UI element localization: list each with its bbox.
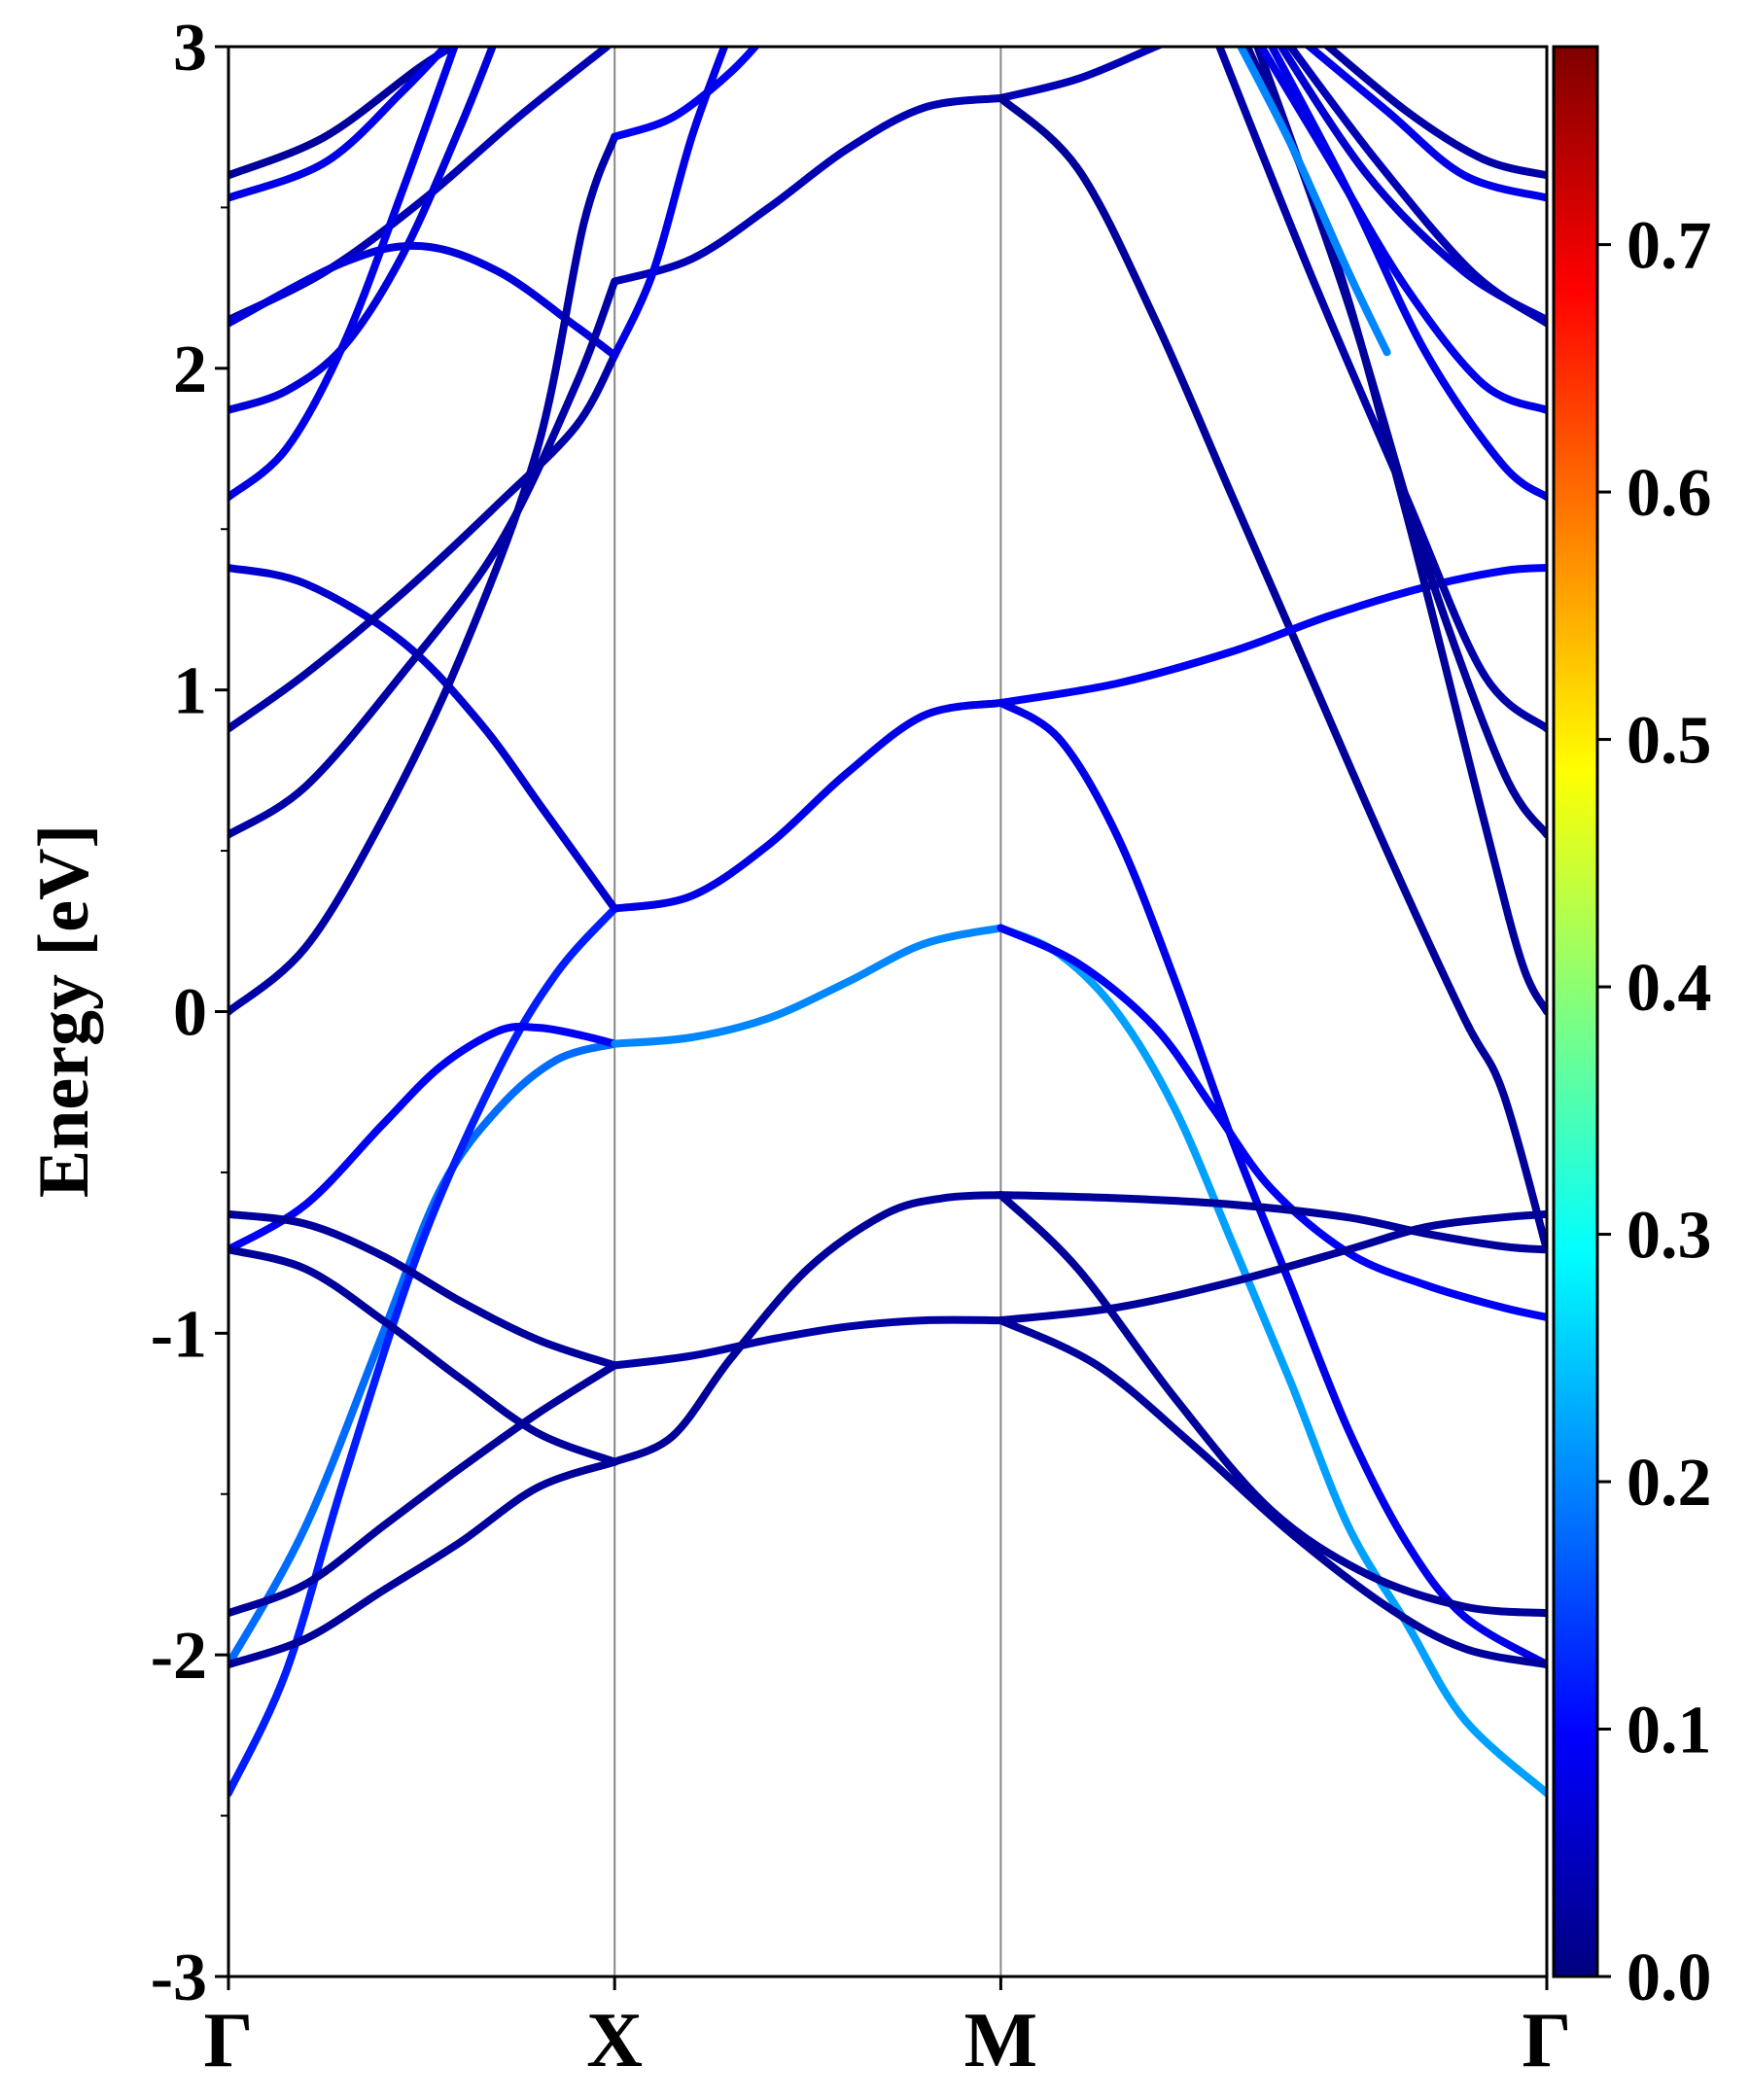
y-tick-label: 1: [173, 654, 207, 729]
y-tick-label: 2: [173, 332, 207, 407]
band-line: [997, 924, 1547, 1798]
band-line: [1236, 47, 1391, 357]
band-line: [228, 1457, 619, 1669]
band-line: [228, 1209, 619, 1370]
band-line: [228, 351, 619, 733]
band-line: [228, 132, 619, 1016]
y-tick-label: 3: [173, 11, 207, 86]
band-line: [997, 924, 1547, 1321]
band-line: [228, 1361, 619, 1618]
band-line: [228, 1245, 619, 1466]
kpoint-label: Γ: [1522, 1998, 1572, 2083]
kpoint-label: Γ: [204, 1998, 254, 2083]
band-line: [997, 93, 1547, 1254]
band-line: [1256, 47, 1547, 414]
band-line: [228, 1022, 619, 1254]
band-line: [228, 904, 619, 1798]
band-line: [1322, 47, 1547, 180]
band-line: [611, 93, 1005, 286]
colorbar-tick-label: 0.7: [1627, 209, 1712, 284]
band-line: [611, 1315, 1005, 1370]
kpoint-label: X: [586, 1998, 643, 2083]
band-line: [611, 698, 1005, 913]
band-line: [228, 47, 451, 202]
colorbar-ticks: 0.0 0.1 0.2 0.3 0.4 0.5 0.6 0.7: [1597, 209, 1712, 2015]
colorbar-tick-label: 0.4: [1627, 951, 1712, 1026]
band-line: [997, 47, 1166, 102]
colorbar: 0.0 0.1 0.2 0.3 0.4 0.5 0.6 0.7: [1552, 45, 1712, 2015]
band-line: [997, 1191, 1547, 1254]
plot-frame: [227, 45, 1549, 1978]
band-line: [228, 277, 619, 839]
colorbar-tick-label: 0.0: [1627, 1941, 1712, 2015]
band-lines: [228, 47, 1547, 1798]
band-line: [228, 1039, 619, 1669]
colorbar-tick-label: 0.2: [1627, 1446, 1712, 1521]
band-line: [228, 241, 619, 360]
y-tick-label: 0: [173, 976, 207, 1051]
band-line: [997, 564, 1547, 707]
band-line: [611, 924, 1005, 1048]
kpoint-label: M: [964, 1998, 1038, 2083]
band-line: [228, 47, 459, 502]
band-line: [1303, 47, 1547, 202]
kpoint-divider-lines: [613, 47, 1002, 1977]
band-line: [611, 1191, 1005, 1466]
colorbar-tick-label: 0.6: [1627, 456, 1712, 531]
colorbar-tick-label: 0.3: [1627, 1199, 1712, 1274]
colorbar-gradient: [1552, 45, 1599, 1978]
y-tick-label: -3: [151, 1941, 207, 2015]
band-line: [997, 1209, 1547, 1325]
band-line: [1285, 47, 1547, 328]
band-line: [997, 1191, 1547, 1618]
band-line: [997, 1316, 1547, 1669]
y-axis-label: Energy [eV]: [24, 824, 104, 1198]
y-tick-label: -2: [151, 1619, 207, 1694]
band-line: [1267, 47, 1547, 502]
y-tick-label: -1: [151, 1297, 207, 1372]
band-line: [611, 47, 729, 360]
colorbar-tick-label: 0.5: [1627, 704, 1712, 779]
band-line: [1215, 47, 1547, 733]
band-line: [997, 698, 1547, 1669]
colorbar-tick-label: 0.1: [1627, 1694, 1712, 1768]
band-line: [228, 47, 497, 414]
plot-area: 3 2 1 0 -1 -2 -3 Γ X M Γ Energy [eV]: [24, 11, 1571, 2083]
y-axis: 3 2 1 0 -1 -2 -3: [151, 11, 228, 2015]
